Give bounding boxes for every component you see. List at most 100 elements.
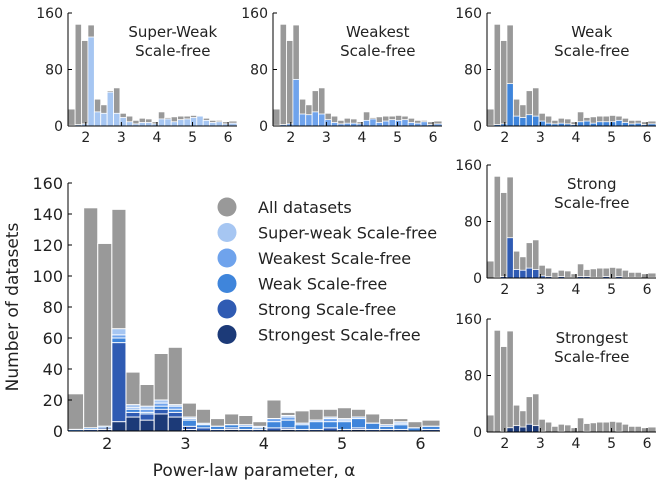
subplot-title-line: Scale-free	[340, 42, 415, 60]
bar-all	[576, 263, 585, 279]
panel-strong: 0 80 160 2 3 4 5 6 Strong Scale-free	[455, 158, 657, 298]
legend-label-all: All datasets	[258, 198, 352, 217]
legend: All datasets Super-weak Scale-free Weakest…	[217, 197, 437, 345]
bar-super_weak	[87, 36, 95, 127]
bar-super_weak	[113, 112, 121, 127]
bar-weakest	[369, 118, 377, 127]
y-tick-label: 80	[43, 298, 63, 317]
bar-weakest	[330, 122, 339, 127]
bar-weak	[621, 122, 630, 127]
y-tick-label: 160	[455, 6, 482, 22]
bar-strongest	[532, 425, 540, 433]
bar-super_weak	[170, 121, 178, 127]
bar-all	[615, 421, 623, 433]
bar-all	[286, 40, 294, 127]
bar-super_weak	[202, 119, 211, 127]
x-tick-label: 6	[643, 130, 652, 146]
bar-all	[621, 423, 630, 433]
subplot-title-line: Scale-free	[135, 42, 210, 60]
bar-strongest	[167, 416, 183, 432]
bar-all	[493, 175, 501, 279]
bar-super_weak	[125, 121, 134, 127]
bar-weak	[576, 121, 585, 127]
legend-label-strongest: Strongest Scale-free	[258, 326, 421, 345]
panel-weak: 0 80 160 2 3 4 5 6 Weak Scale-free	[455, 6, 657, 146]
bar-strong	[506, 237, 514, 279]
y-tick-label: 0	[473, 425, 482, 441]
x-tick-label: 4	[152, 130, 161, 146]
bar-weak	[519, 117, 527, 127]
x-tick-label: 6	[429, 130, 438, 146]
bar-strongest	[525, 423, 533, 433]
y-tick-label: 0	[259, 119, 268, 135]
x-tick-label: 3	[180, 434, 190, 453]
y-tick-label: 160	[36, 6, 63, 22]
bar-weak	[525, 114, 533, 127]
bar-all	[608, 421, 617, 433]
bar-all	[67, 108, 76, 127]
bar-all	[272, 108, 281, 127]
x-tick-label: 5	[607, 436, 616, 452]
bar-super_weak	[183, 118, 191, 127]
bar-all	[589, 268, 597, 279]
bar-super_weak	[106, 91, 114, 127]
x-tick-label: 2	[500, 282, 509, 298]
y-tick-label: 80	[45, 63, 63, 79]
subplot-title: Strongest Scale-free	[554, 329, 629, 366]
bar-all	[602, 421, 610, 433]
bar-weak	[602, 121, 610, 127]
bar-weak	[596, 121, 604, 127]
bar-all	[279, 23, 287, 127]
bar-weakest	[318, 113, 326, 127]
bar-strong	[111, 342, 127, 432]
bar-all	[493, 23, 501, 127]
bar-weak	[583, 120, 591, 127]
subplot-title: Super-Weak Scale-free	[128, 23, 217, 60]
bar-all	[74, 23, 82, 127]
bar-super_weak	[157, 118, 166, 127]
bar-strongest	[519, 426, 527, 433]
x-tick-label: 4	[571, 436, 580, 452]
bar-weak	[615, 119, 623, 127]
legend-marker-strong	[217, 299, 237, 319]
y-tick-label: 0	[54, 119, 63, 135]
x-tick-label: 4	[259, 434, 269, 453]
bar-weakest	[305, 114, 313, 127]
x-tick-label: 5	[188, 130, 197, 146]
x-tick-label: 6	[643, 436, 652, 452]
bar-strongest	[153, 413, 169, 432]
x-tick-label: 6	[415, 434, 425, 453]
y-tick-label: 100	[32, 267, 63, 286]
x-tick-label: 6	[224, 130, 233, 146]
bar-super_weak	[177, 119, 185, 127]
x-tick-label: 3	[536, 282, 545, 298]
legend-marker-super_weak	[217, 223, 237, 242]
legend-label-super_weak: Super-weak Scale-free	[258, 224, 437, 243]
bar-weakest	[394, 119, 403, 127]
bar-weak	[506, 83, 514, 127]
y-tick-label: 140	[32, 205, 63, 224]
bar-all	[564, 424, 572, 433]
bar-super_weak	[189, 117, 198, 127]
y-tick-label: 80	[250, 63, 268, 79]
y-tick-label: 160	[32, 174, 63, 193]
y-tick-label: 20	[43, 391, 63, 410]
subplot-title: Weakest Scale-free	[340, 23, 415, 60]
bar-all	[557, 423, 565, 433]
bar-all	[576, 417, 585, 433]
x-tick-label: 2	[102, 434, 112, 453]
bar-all	[634, 425, 642, 433]
bar-strong	[512, 269, 521, 279]
panel-weakest: 0 80 160 2 3 4 5 6 Weakest Scale-free	[241, 6, 443, 146]
y-tick-label: 0	[53, 422, 63, 441]
bar-all	[628, 425, 636, 433]
y-tick-label: 0	[473, 271, 482, 287]
x-tick-label: 2	[286, 130, 295, 146]
x-tick-label: 2	[81, 130, 90, 146]
bar-all	[647, 426, 657, 433]
x-tick-label: 4	[357, 130, 366, 146]
panel-strongest: 0 80 160 2 3 4 5 6 Strongest Scale-free	[455, 312, 657, 452]
x-tick-label: 4	[571, 130, 580, 146]
bar-weakest	[382, 120, 390, 127]
subplot-title-line: Scale-free	[554, 42, 629, 60]
